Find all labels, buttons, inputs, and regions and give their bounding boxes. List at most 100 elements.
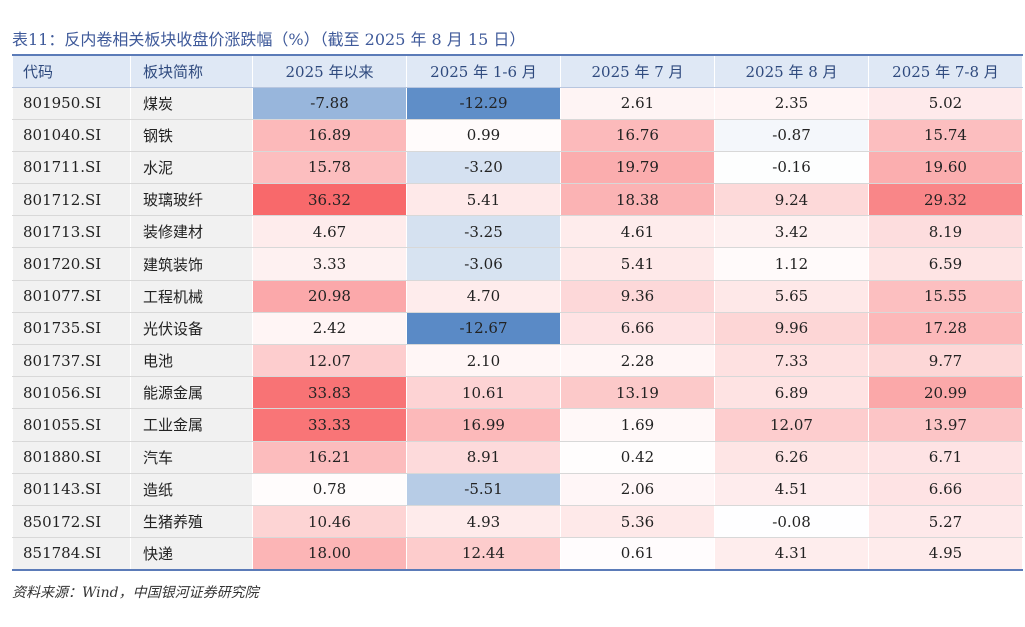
cell-ytd: 12.07 xyxy=(252,344,407,378)
cell-code: 801737.SI xyxy=(12,344,131,378)
cell-jul: 2.61 xyxy=(560,87,715,120)
cell-ytd: 18.00 xyxy=(252,537,407,571)
cell-julaug: 19.60 xyxy=(868,151,1023,185)
cell-aug: 3.42 xyxy=(714,215,869,249)
cell-name: 汽车 xyxy=(130,441,253,474)
cell-ytd: 10.46 xyxy=(252,505,407,539)
cell-code: 851784.SI xyxy=(12,537,131,571)
table-row: 801056.SI 能源金属 33.83 10.61 13.19 6.89 20.99 xyxy=(12,376,1023,410)
cell-ytd: 15.78 xyxy=(252,151,407,185)
source-note: 资料来源：Wind，中国银河证券研究院 xyxy=(12,585,259,601)
cell-jul: 13.19 xyxy=(560,376,715,410)
cell-aug: 9.96 xyxy=(714,312,869,346)
cell-h1: -12.29 xyxy=(406,87,561,120)
cell-jul: 1.69 xyxy=(560,408,715,442)
cell-ytd: 0.78 xyxy=(252,473,407,506)
cell-h1: -3.20 xyxy=(406,151,561,185)
table-row: 801713.SI 装修建材 4.67 -3.25 4.61 3.42 8.19 xyxy=(12,215,1023,249)
cell-aug: 6.26 xyxy=(714,441,869,474)
table-row: 850172.SI 生猪养殖 10.46 4.93 5.36 -0.08 5.27 xyxy=(12,505,1023,539)
cell-name: 玻璃玻纤 xyxy=(130,183,253,217)
table-row: 801737.SI 电池 12.07 2.10 2.28 7.33 9.77 xyxy=(12,344,1023,378)
cell-code: 801720.SI xyxy=(12,247,131,281)
cell-aug: -0.87 xyxy=(714,119,869,152)
cell-aug: 6.89 xyxy=(714,376,869,410)
cell-jul: 9.36 xyxy=(560,280,715,313)
cell-ytd: 16.89 xyxy=(252,119,407,152)
cell-code: 801077.SI xyxy=(12,280,131,313)
cell-julaug: 9.77 xyxy=(868,344,1023,378)
cell-name: 工程机械 xyxy=(130,280,253,313)
cell-jul: 5.36 xyxy=(560,505,715,539)
cell-julaug: 4.95 xyxy=(868,537,1023,571)
cell-aug: -0.16 xyxy=(714,151,869,185)
header-name: 板块简称 xyxy=(130,54,253,88)
header-h1: 2025 年 1-6 月 xyxy=(406,54,561,88)
cell-jul: 19.79 xyxy=(560,151,715,185)
table-row: 801712.SI 玻璃玻纤 36.32 5.41 18.38 9.24 29.32 xyxy=(12,183,1023,217)
cell-h1: -5.51 xyxy=(406,473,561,506)
cell-code: 801950.SI xyxy=(12,87,131,120)
cell-julaug: 17.28 xyxy=(868,312,1023,346)
cell-h1: -12.67 xyxy=(406,312,561,346)
cell-h1: -3.25 xyxy=(406,215,561,249)
cell-aug: 1.12 xyxy=(714,247,869,281)
cell-julaug: 15.55 xyxy=(868,280,1023,313)
cell-h1: 0.99 xyxy=(406,119,561,152)
cell-h1: 2.10 xyxy=(406,344,561,378)
cell-code: 801735.SI xyxy=(12,312,131,346)
table-row: 801950.SI 煤炭 -7.88 -12.29 2.61 2.35 5.02 xyxy=(12,87,1023,120)
cell-ytd: 33.83 xyxy=(252,376,407,410)
cell-name: 煤炭 xyxy=(130,87,253,120)
cell-h1: 8.91 xyxy=(406,441,561,474)
cell-name: 装修建材 xyxy=(130,215,253,249)
cell-ytd: 2.42 xyxy=(252,312,407,346)
table-row: 801735.SI 光伏设备 2.42 -12.67 6.66 9.96 17.28 xyxy=(12,312,1023,346)
cell-code: 801712.SI xyxy=(12,183,131,217)
cell-ytd: -7.88 xyxy=(252,87,407,120)
data-table-container: 代码 板块简称 2025 年以来 2025 年 1-6 月 2025 年 7 月… xyxy=(12,54,1023,571)
cell-julaug: 13.97 xyxy=(868,408,1023,442)
cell-jul: 18.38 xyxy=(560,183,715,217)
cell-code: 850172.SI xyxy=(12,505,131,539)
cell-code: 801055.SI xyxy=(12,408,131,442)
cell-name: 生猪养殖 xyxy=(130,505,253,539)
cell-jul: 2.28 xyxy=(560,344,715,378)
cell-jul: 6.66 xyxy=(560,312,715,346)
table-header-row: 代码 板块简称 2025 年以来 2025 年 1-6 月 2025 年 7 月… xyxy=(12,54,1023,88)
cell-h1: 5.41 xyxy=(406,183,561,217)
table-row: 851784.SI 快递 18.00 12.44 0.61 4.31 4.95 xyxy=(12,537,1023,571)
header-aug: 2025 年 8 月 xyxy=(714,54,869,88)
cell-name: 快递 xyxy=(130,537,253,571)
sector-returns-table: 代码 板块简称 2025 年以来 2025 年 1-6 月 2025 年 7 月… xyxy=(12,54,1023,571)
cell-aug: -0.08 xyxy=(714,505,869,539)
table-row: 801711.SI 水泥 15.78 -3.20 19.79 -0.16 19.60 xyxy=(12,151,1023,185)
table-row: 801055.SI 工业金属 33.33 16.99 1.69 12.07 13.97 xyxy=(12,408,1023,442)
table-row: 801720.SI 建筑装饰 3.33 -3.06 5.41 1.12 6.59 xyxy=(12,247,1023,281)
header-julaug: 2025 年 7-8 月 xyxy=(868,54,1023,88)
cell-aug: 7.33 xyxy=(714,344,869,378)
cell-aug: 12.07 xyxy=(714,408,869,442)
cell-name: 水泥 xyxy=(130,151,253,185)
cell-aug: 5.65 xyxy=(714,280,869,313)
cell-name: 造纸 xyxy=(130,473,253,506)
cell-julaug: 6.59 xyxy=(868,247,1023,281)
cell-h1: 4.70 xyxy=(406,280,561,313)
cell-name: 钢铁 xyxy=(130,119,253,152)
table-row: 801880.SI 汽车 16.21 8.91 0.42 6.26 6.71 xyxy=(12,441,1023,474)
header-code: 代码 xyxy=(12,54,131,88)
header-jul: 2025 年 7 月 xyxy=(560,54,715,88)
header-ytd: 2025 年以来 xyxy=(252,54,407,88)
cell-jul: 5.41 xyxy=(560,247,715,281)
cell-ytd: 3.33 xyxy=(252,247,407,281)
cell-code: 801143.SI xyxy=(12,473,131,506)
cell-name: 光伏设备 xyxy=(130,312,253,346)
cell-jul: 16.76 xyxy=(560,119,715,152)
table-title: 表11：反内卷相关板块收盘价涨跌幅（%）（截至 2025 年 8 月 15 日） xyxy=(12,30,526,49)
cell-name: 工业金属 xyxy=(130,408,253,442)
cell-code: 801880.SI xyxy=(12,441,131,474)
table-row: 801040.SI 钢铁 16.89 0.99 16.76 -0.87 15.74 xyxy=(12,119,1023,152)
cell-ytd: 20.98 xyxy=(252,280,407,313)
cell-name: 电池 xyxy=(130,344,253,378)
cell-ytd: 36.32 xyxy=(252,183,407,217)
